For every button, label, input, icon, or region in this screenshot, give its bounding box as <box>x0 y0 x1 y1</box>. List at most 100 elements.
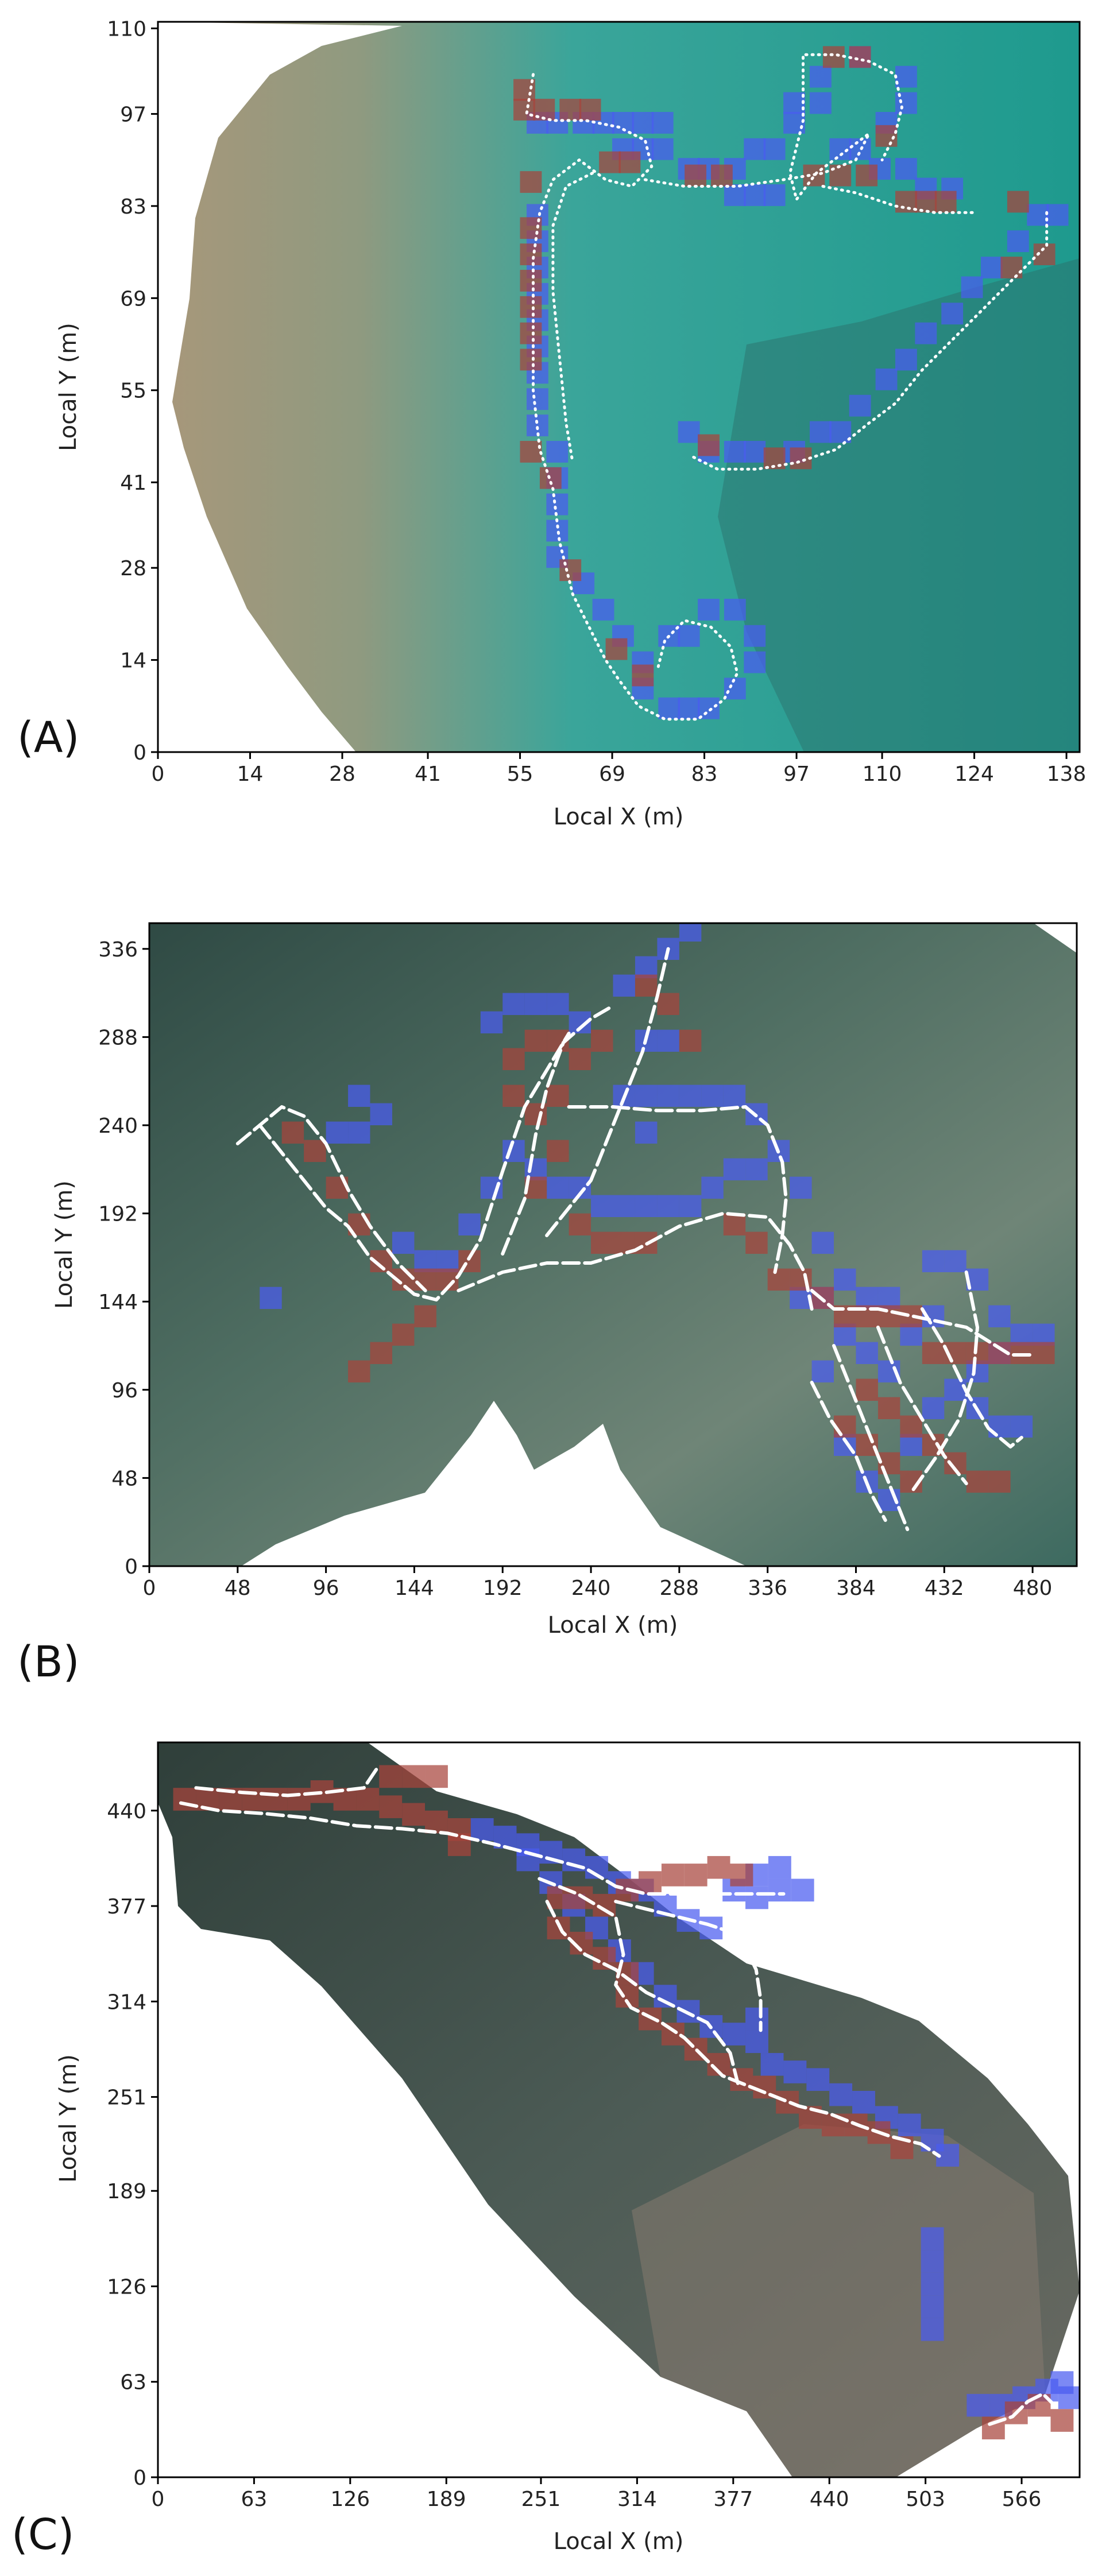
panel-a-y-axis-title: Local Y (m) <box>55 323 82 451</box>
panel-b-x-tick-label: 432 <box>925 1576 964 1600</box>
panel-b-red-cell <box>877 1452 900 1474</box>
panel-a-x-tick-label: 110 <box>863 762 902 786</box>
panel-a-red-cell <box>790 447 812 470</box>
panel-c-red-cell <box>776 2091 799 2114</box>
panel-a-blue-cell <box>981 257 1003 278</box>
panel-c-blue-cell <box>921 2250 944 2273</box>
panel-b-blue-cell <box>657 1029 679 1052</box>
panel-b-x-tick-label: 480 <box>1013 1576 1053 1600</box>
panel-c-x-tick-label: 377 <box>713 2488 753 2511</box>
panel-a-blue-cell <box>678 625 700 647</box>
panel-c-blue-cell <box>745 2007 768 2031</box>
panel-c-y-tick-label: 314 <box>107 1990 146 2014</box>
panel-a: 0 14 28 41 55 69 83 97 110 124 138 0 14 28 41 55 69 83 97… <box>17 17 1086 830</box>
panel-b-red-cells <box>281 974 1055 1493</box>
panel-a-blue-cell <box>809 92 832 114</box>
panel-b-track <box>810 1289 1035 1357</box>
panel-a-y-tick-label: 55 <box>120 379 146 403</box>
panel-a-blue-cell <box>724 440 746 463</box>
panel-c-x-tick-label: 503 <box>906 2488 945 2511</box>
panel-a-blue-cell <box>724 598 746 621</box>
panel-c-red-cell <box>730 1864 753 1887</box>
panel-a-x-tick-label: 83 <box>691 762 718 786</box>
panel-a-label: (A) <box>17 713 79 762</box>
panel-b-red-cell <box>723 1213 746 1235</box>
panel-a-blue-cell <box>961 276 983 299</box>
panel-a-track <box>821 185 976 214</box>
panel-a-x-tick-label: 55 <box>507 762 533 786</box>
panel-b-red-cell <box>524 1029 547 1052</box>
panel-c-track <box>538 1877 941 2158</box>
panel-b-blue-cell <box>922 1250 945 1272</box>
panel-b-blue-cell <box>944 1378 966 1401</box>
panel-c-blue-cell <box>921 2318 944 2341</box>
panel-a-blue-cell <box>744 625 766 647</box>
panel-a-blue-cell <box>724 677 746 700</box>
panel-a-track <box>643 53 903 201</box>
panel-a-track <box>525 73 739 721</box>
panel-c-red-cell <box>707 1856 730 1879</box>
panel-c-red-cell <box>425 1810 448 1834</box>
panel-b-x-tick-label: 336 <box>748 1576 787 1600</box>
panel-b-blue-cell <box>635 1084 658 1107</box>
panel-c-red-cells <box>173 1765 1074 2440</box>
panel-b-y-tick-label: 144 <box>98 1291 138 1314</box>
panel-a-blue-cell <box>849 394 871 417</box>
panel-c-y-ticks: 0 63 126 189 251 314 377 440 <box>107 1800 158 2490</box>
panel-b-y-tick-label: 48 <box>111 1467 138 1490</box>
panel-b-x-tick-label: 384 <box>836 1576 876 1600</box>
panel-c: 0 63 126 189 251 314 377 440 503 566 0 63 126 189 251… <box>11 1741 1081 2559</box>
panel-a-tracks <box>525 53 1049 721</box>
panel-b-blue-cell <box>723 1158 746 1180</box>
panel-a-red-cell <box>685 164 706 187</box>
panel-b-x-tick-label: 288 <box>659 1576 699 1600</box>
panel-b-red-cell <box>414 1268 436 1291</box>
panel-a-x-tick-label: 14 <box>237 762 264 786</box>
panel-c-red-cell <box>425 1765 448 1788</box>
panel-b-red-cell <box>591 1231 613 1254</box>
panel-b-red-cell <box>922 1342 945 1364</box>
panel-a-red-cell <box>856 164 878 187</box>
panel-b-blue-cell <box>326 1121 349 1144</box>
panel-a-red-cell <box>520 440 542 463</box>
panel-a-red-cell <box>605 638 628 660</box>
panel-b-red-cell <box>767 1268 790 1291</box>
panel-b-track <box>832 1344 910 1531</box>
panel-b-blue-cell <box>480 1011 503 1033</box>
panel-b-blue-cell <box>790 1176 812 1199</box>
panel-c-y-tick-label: 63 <box>120 2371 146 2395</box>
panel-a-red-cell <box>520 296 542 318</box>
panel-c-blue-cell <box>745 2030 768 2054</box>
panel-c-red-cell <box>356 1788 380 1811</box>
panel-c-blue-cell <box>768 1878 791 1902</box>
panel-b-red-cell <box>877 1397 900 1419</box>
panel-c-blue-cell <box>829 2083 853 2106</box>
panel-b-blue-cell <box>701 1176 724 1199</box>
panel-b-blue-cell <box>922 1397 945 1419</box>
panel-a-x-tick-label: 41 <box>415 762 441 786</box>
panel-b-red-cell <box>281 1121 304 1144</box>
panel-b: 0 48 96 144 192 240 288 336 384 432 480 0 48 96 144 19… <box>17 922 1078 1687</box>
panel-c-track <box>179 1801 786 1896</box>
panel-a-blue-cell <box>744 651 766 673</box>
panel-b-blue-cell <box>547 993 569 1015</box>
panel-b-blue-cell <box>657 1084 679 1107</box>
panel-a-red-cell <box>698 434 720 456</box>
panel-c-x-tick-label: 189 <box>427 2488 466 2511</box>
panel-a-red-cell <box>1007 191 1029 213</box>
panel-b-blue-cell <box>480 1176 503 1199</box>
panel-a-y-ticks: 0 14 28 41 55 69 83 97 110 <box>107 17 158 765</box>
panel-b-blue-cell <box>745 1158 768 1180</box>
panel-b-y-ticks: 0 48 96 144 192 240 288 336 <box>98 938 149 1579</box>
panel-b-blue-cell <box>458 1213 481 1235</box>
panel-a-red-cell <box>915 191 937 213</box>
panel-b-x-tick-label: 192 <box>483 1576 523 1600</box>
panel-b-blue-cell <box>723 1084 746 1107</box>
panel-b-blue-cell <box>657 1195 679 1217</box>
panel-b-red-cell <box>635 974 658 997</box>
panel-b-red-cell <box>547 1084 569 1107</box>
panel-b-red-cell <box>370 1342 392 1364</box>
panel-a-y-tick-label: 0 <box>133 741 146 765</box>
panel-c-red-cell <box>402 1803 426 1826</box>
panel-c-red-cell <box>379 1765 403 1788</box>
